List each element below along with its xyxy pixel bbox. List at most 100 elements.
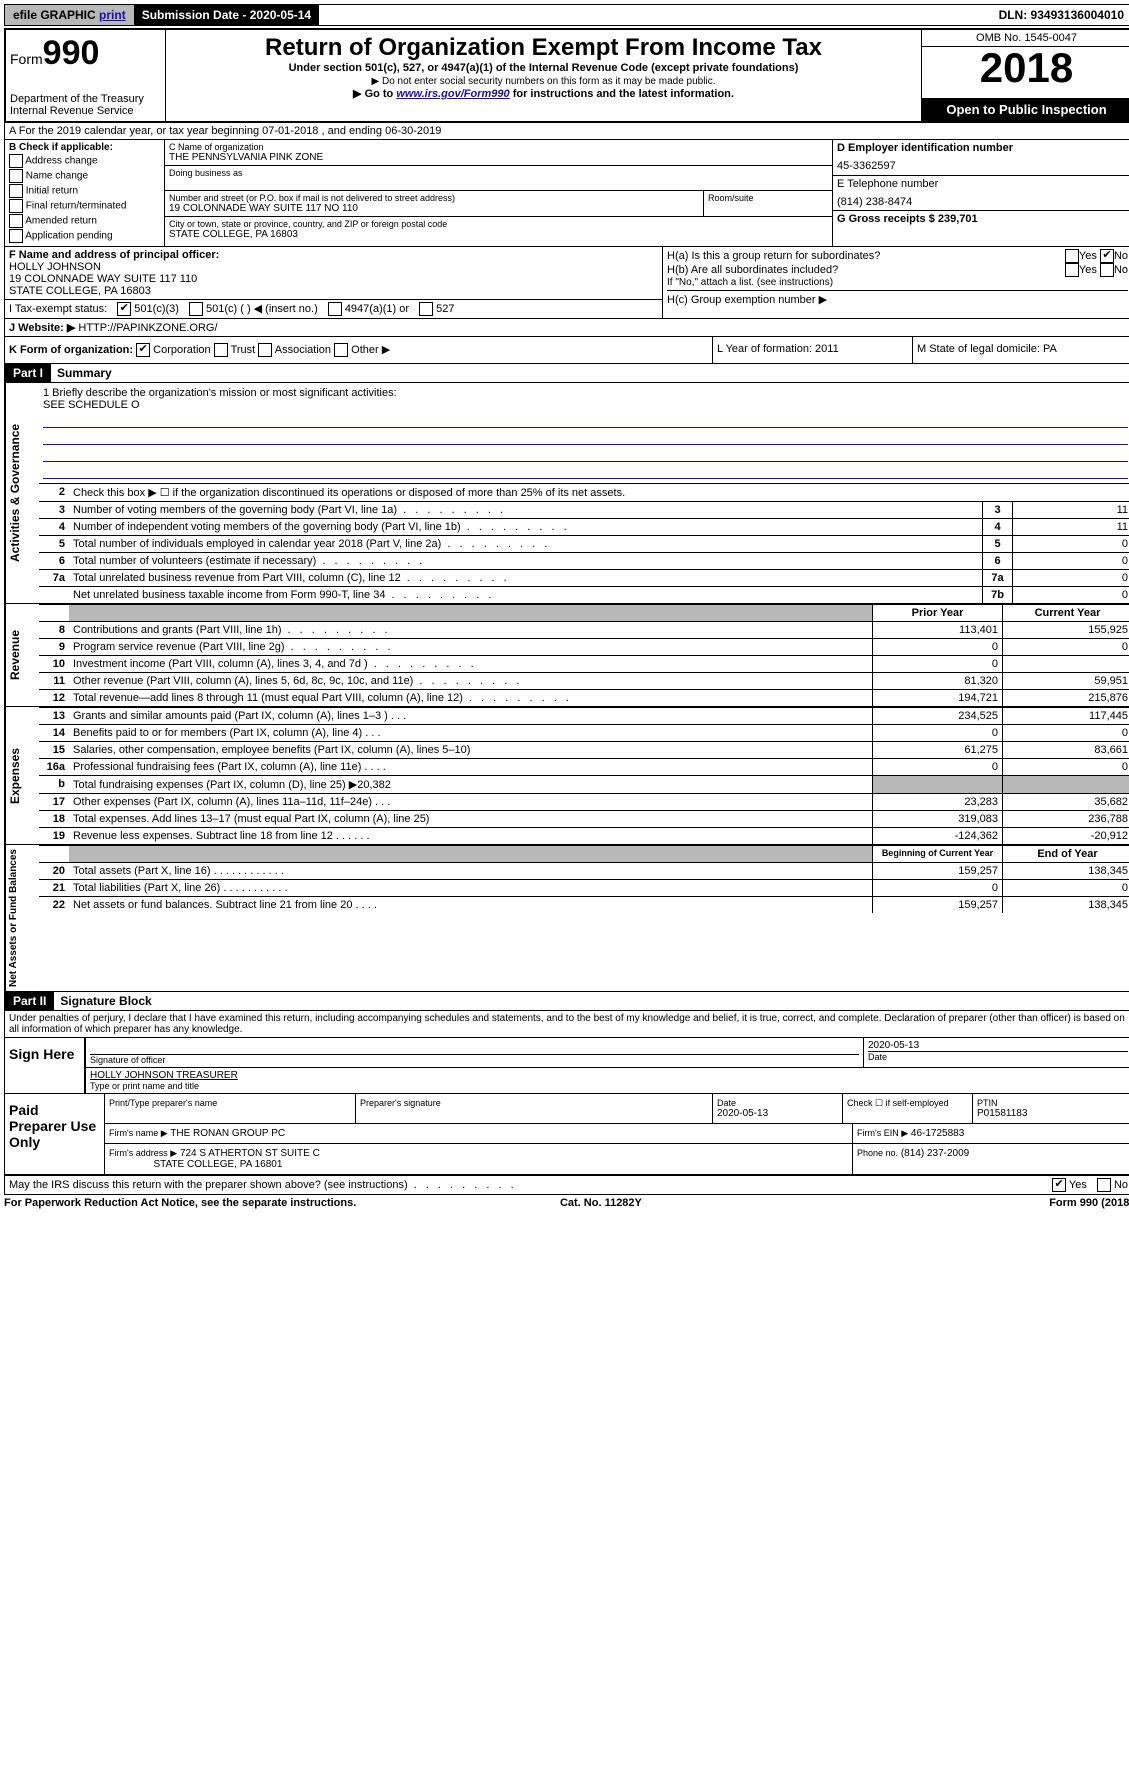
header-mid: Return of Organization Exempt From Incom… — [166, 30, 921, 121]
signature-block: Under penalties of perjury, I declare th… — [4, 1011, 1129, 1176]
col-b-label: B Check if applicable: — [9, 142, 160, 153]
line-5: 5Total number of individuals employed in… — [39, 535, 1129, 552]
expenses-body: 13Grants and similar amounts paid (Part … — [39, 707, 1129, 844]
prep-row: Print/Type preparer's name Preparer's si… — [105, 1094, 1129, 1124]
prior-year-label: Prior Year — [872, 605, 1002, 621]
chk-name[interactable]: Name change — [9, 169, 160, 183]
line-14: 14Benefits paid to or for members (Part … — [39, 724, 1129, 741]
mission-text: SEE SCHEDULE O — [43, 399, 1128, 411]
block-fh: F Name and address of principal officer:… — [4, 247, 1129, 319]
line-21: 21Total liabilities (Part X, line 26) . … — [39, 879, 1129, 896]
discuss-yes[interactable]: Yes — [1052, 1178, 1087, 1192]
chk-pending[interactable]: Application pending — [9, 229, 160, 243]
org-name-cell: C Name of organization THE PENNSYLVANIA … — [165, 140, 832, 166]
chk-trust[interactable] — [214, 343, 228, 357]
phone-label: E Telephone number — [837, 178, 1128, 190]
irs-link[interactable]: www.irs.gov/Form990 — [396, 88, 509, 100]
open-inspection: Open to Public Inspection — [922, 98, 1129, 121]
line-3: 3Number of voting members of the governi… — [39, 501, 1129, 518]
city-cell: City or town, state or province, country… — [165, 217, 832, 242]
gross: G Gross receipts $ 239,701 — [837, 213, 1128, 225]
firm-phone: (814) 237-2009 — [901, 1148, 969, 1159]
header-left: Form990 Department of the Treasury Inter… — [6, 30, 166, 121]
k-label: K Form of organization: — [9, 344, 133, 356]
ha-row: H(a) Is this a group return for subordin… — [667, 249, 1128, 263]
goto-prefix: ▶ Go to — [353, 88, 396, 100]
line-4: 4Number of independent voting members of… — [39, 518, 1129, 535]
chk-assoc[interactable] — [258, 343, 272, 357]
mission-label: 1 Briefly describe the organization's mi… — [43, 387, 1128, 399]
sign-here-block: Sign Here Signature of officer 2020-05-1… — [5, 1038, 1129, 1094]
chk-address[interactable]: Address change — [9, 154, 160, 168]
mission: 1 Briefly describe the organization's mi… — [39, 383, 1129, 483]
line-8: 8Contributions and grants (Part VIII, li… — [39, 621, 1129, 638]
footer-mid: Cat. No. 11282Y — [560, 1197, 642, 1209]
note-link: ▶ Go to www.irs.gov/Form990 for instruct… — [170, 87, 917, 100]
line-9: 9Program service revenue (Part VIII, lin… — [39, 638, 1129, 655]
note-ssn: ▶ Do not enter social security numbers o… — [170, 76, 917, 87]
signature-cell[interactable]: Signature of officer — [85, 1038, 863, 1067]
eoy-label: End of Year — [1002, 846, 1129, 862]
chk-527[interactable]: 527 — [419, 302, 454, 316]
line-7b: Net unrelated business taxable income fr… — [39, 586, 1129, 603]
col-d: D Employer identification number 45-3362… — [832, 140, 1129, 246]
firm-ein: 46-1725883 — [911, 1128, 964, 1139]
hc-label: H(c) Group exemption number ▶ — [667, 293, 827, 306]
street-cell: Number and street (or P.O. box if mail i… — [165, 191, 832, 217]
governance-body: 1 Briefly describe the organization's mi… — [39, 383, 1129, 603]
form-subtitle: Under section 501(c), 527, or 4947(a)(1)… — [170, 62, 917, 74]
part-ii-title: Signature Block — [54, 992, 157, 1010]
hb-row: H(b) Are all subordinates included? Yes … — [667, 263, 1128, 277]
officer-label: F Name and address of principal officer: — [9, 249, 658, 261]
top-bar: efile GRAPHIC print Submission Date - 20… — [4, 4, 1129, 26]
firm-addr-row: Firm's address ▶ 724 S ATHERTON ST SUITE… — [105, 1144, 1129, 1174]
line-22: 22Net assets or fund balances. Subtract … — [39, 896, 1129, 913]
line-b: bTotal fundraising expenses (Part IX, co… — [39, 775, 1129, 793]
dept-label: Department of the Treasury — [10, 93, 161, 105]
line-15: 15Salaries, other compensation, employee… — [39, 741, 1129, 758]
print-link[interactable]: print — [99, 8, 126, 22]
form-990: 990 — [43, 34, 100, 72]
line-10: 10Investment income (Part VIII, column (… — [39, 655, 1129, 672]
chk-other[interactable] — [334, 343, 348, 357]
line-12: 12Total revenue—add lines 8 through 11 (… — [39, 689, 1129, 706]
m-cell: M State of legal domicile: PA — [912, 337, 1129, 363]
form-header: Form990 Department of the Treasury Inter… — [4, 28, 1129, 123]
line-13: 13Grants and similar amounts paid (Part … — [39, 707, 1129, 724]
part-i-bar: Part I Summary — [4, 364, 1129, 383]
ha-label: H(a) Is this a group return for subordin… — [667, 250, 880, 262]
self-emp-cell: Check ☐ if self-employed — [842, 1094, 972, 1123]
header-right: OMB No. 1545-0047 2018 Open to Public In… — [921, 30, 1129, 121]
officer-name: HOLLY JOHNSON — [9, 261, 658, 273]
line-2: 2 Check this box ▶ ☐ if the organization… — [39, 483, 1129, 501]
firm-addr1: 724 S ATHERTON ST SUITE C — [180, 1148, 320, 1159]
line-17: 17Other expenses (Part IX, column (A), l… — [39, 793, 1129, 810]
room-label: Room/suite — [708, 193, 828, 203]
row-i: I Tax-exempt status: 501(c)(3) 501(c) ( … — [5, 300, 662, 318]
line-6: 6Total number of volunteers (estimate if… — [39, 552, 1129, 569]
phone-cell: E Telephone number (814) 238-8474 — [833, 176, 1129, 212]
perjury-text: Under penalties of perjury, I declare th… — [5, 1011, 1129, 1038]
paid-label: Paid Preparer Use Only — [5, 1094, 105, 1174]
chk-corp[interactable] — [136, 343, 150, 357]
discuss-no[interactable]: No — [1097, 1178, 1128, 1192]
goto-suffix: for instructions and the latest informat… — [510, 88, 734, 100]
dba-cell: Doing business as — [165, 166, 832, 191]
gross-cell: G Gross receipts $ 239,701 — [833, 211, 1129, 246]
officer-name-cell: HOLLY JOHNSON TREASURER Type or print na… — [85, 1068, 1129, 1093]
vlabel-revenue: Revenue — [5, 604, 39, 706]
chk-4947[interactable]: 4947(a)(1) or — [328, 302, 409, 316]
chk-501c[interactable]: 501(c) ( ) ◀ (insert no.) — [189, 302, 318, 316]
ein: 45-3362597 — [837, 160, 1128, 172]
part-i-title: Summary — [51, 364, 118, 382]
tax-exempt-label: I Tax-exempt status: — [9, 303, 107, 315]
chk-initial[interactable]: Initial return — [9, 184, 160, 198]
hb-label: H(b) Are all subordinates included? — [667, 264, 838, 276]
section-revenue: Revenue Prior Year Current Year 8Contrib… — [4, 604, 1129, 707]
col-h: H(a) Is this a group return for subordin… — [662, 247, 1129, 318]
chk-amended[interactable]: Amended return — [9, 214, 160, 228]
chk-final[interactable]: Final return/terminated — [9, 199, 160, 213]
discuss-question: May the IRS discuss this return with the… — [9, 1179, 517, 1191]
vlabel-expenses: Expenses — [5, 707, 39, 844]
chk-501c3[interactable]: 501(c)(3) — [117, 302, 179, 316]
